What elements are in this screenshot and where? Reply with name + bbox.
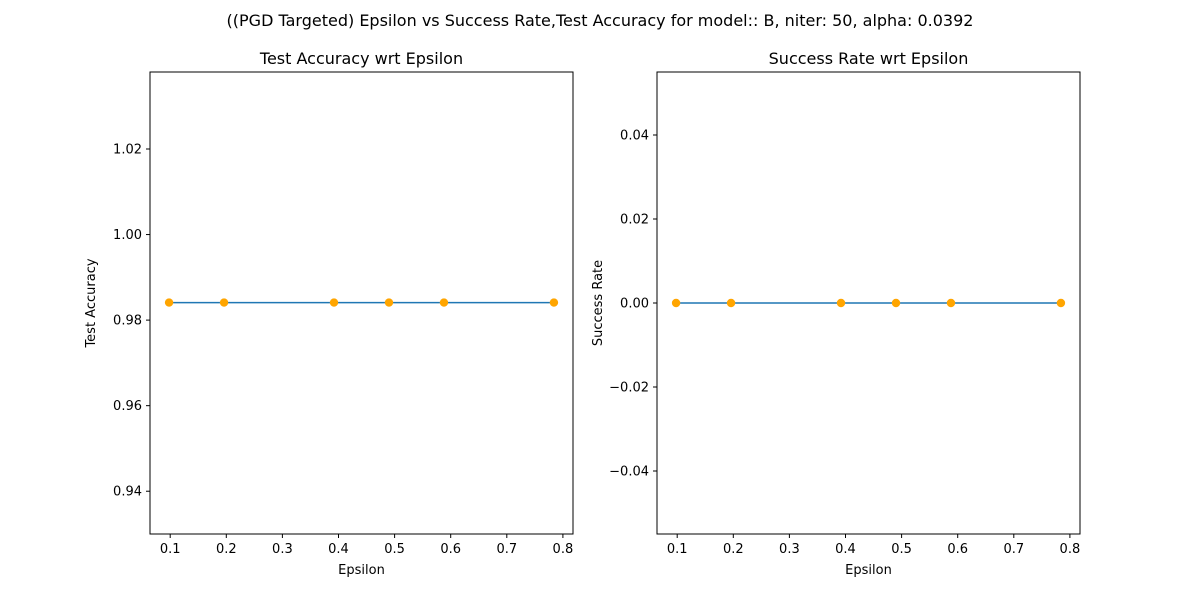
success-rate-x-tick-label: 0.4 (835, 542, 856, 557)
test-accuracy-x-tick-label: 0.4 (328, 542, 349, 557)
test-accuracy-y-tick-label: 0.96 (113, 399, 142, 414)
test-accuracy-x-tick-label: 0.1 (160, 542, 181, 557)
success-rate-data-point (946, 298, 956, 308)
test-accuracy-data-point (439, 298, 449, 307)
success-rate-y-tick-label: 0.02 (620, 213, 649, 228)
success-rate-x-tick-label: 0.2 (723, 542, 744, 557)
success-rate-data-point (891, 298, 901, 308)
test-accuracy-y-tick-label: 1.02 (113, 143, 142, 158)
success-rate-y-tick-label: 0.00 (620, 297, 649, 312)
success-rate-y-axis-label: Success Rate (591, 260, 606, 346)
success-rate-x-tick-label: 0.6 (947, 542, 968, 557)
test-accuracy-y-tick-label: 0.98 (113, 314, 142, 329)
success-rate-data-point (1056, 298, 1066, 308)
test-accuracy-x-tick-label: 0.8 (553, 542, 574, 557)
success-rate-x-axis-label: Epsilon (845, 563, 892, 578)
test-accuracy-title: Test Accuracy wrt Epsilon (259, 49, 463, 68)
test-accuracy-axes-frame (149, 71, 574, 535)
success-rate-y-tick-label: −0.02 (609, 381, 649, 396)
test-accuracy-x-tick-label: 0.7 (496, 542, 517, 557)
test-accuracy-x-tick-label: 0.2 (216, 542, 237, 557)
success-rate-y-tick-label: −0.04 (609, 465, 649, 480)
success-rate-data-point (836, 298, 846, 308)
test-accuracy-y-axis-label: Test Accuracy (84, 258, 99, 348)
test-accuracy-plot: Test Accuracy wrt Epsilon 0.1 0.2 0.3 0.4 0.5… (84, 49, 574, 578)
success-rate-x-tick-label: 0.8 (1060, 542, 1081, 557)
test-accuracy-x-tick-label: 0.3 (272, 542, 293, 557)
test-accuracy-y-tick-label: 1.00 (113, 228, 142, 243)
success-rate-data-point (671, 298, 681, 308)
success-rate-title: Success Rate wrt Epsilon (769, 49, 969, 68)
success-rate-x-tick-label: 0.1 (667, 542, 688, 557)
test-accuracy-data-point (549, 298, 559, 307)
success-rate-x-tick-label: 0.5 (891, 542, 912, 557)
success-rate-x-tick-label: 0.7 (1003, 542, 1024, 557)
test-accuracy-data-point (164, 298, 174, 307)
test-accuracy-x-tick-label: 0.5 (384, 542, 405, 557)
test-accuracy-x-tick-label: 0.6 (440, 542, 461, 557)
figure-suptitle: ((PGD Targeted) Epsilon vs Success Rate,… (227, 11, 974, 30)
test-accuracy-data-point (384, 298, 394, 307)
test-accuracy-x-axis-label: Epsilon (338, 563, 385, 578)
success-rate-x-tick-label: 0.3 (779, 542, 800, 557)
test-accuracy-data-point (219, 298, 229, 307)
success-rate-data-point (726, 298, 736, 308)
success-rate-y-tick-label: 0.04 (620, 129, 649, 144)
success-rate-plot: Success Rate wrt Epsilon 0.1 0.2 0.3 0.4 0.5 0… (591, 49, 1081, 578)
test-accuracy-y-tick-label: 0.94 (113, 485, 142, 500)
test-accuracy-data-point (329, 298, 339, 307)
